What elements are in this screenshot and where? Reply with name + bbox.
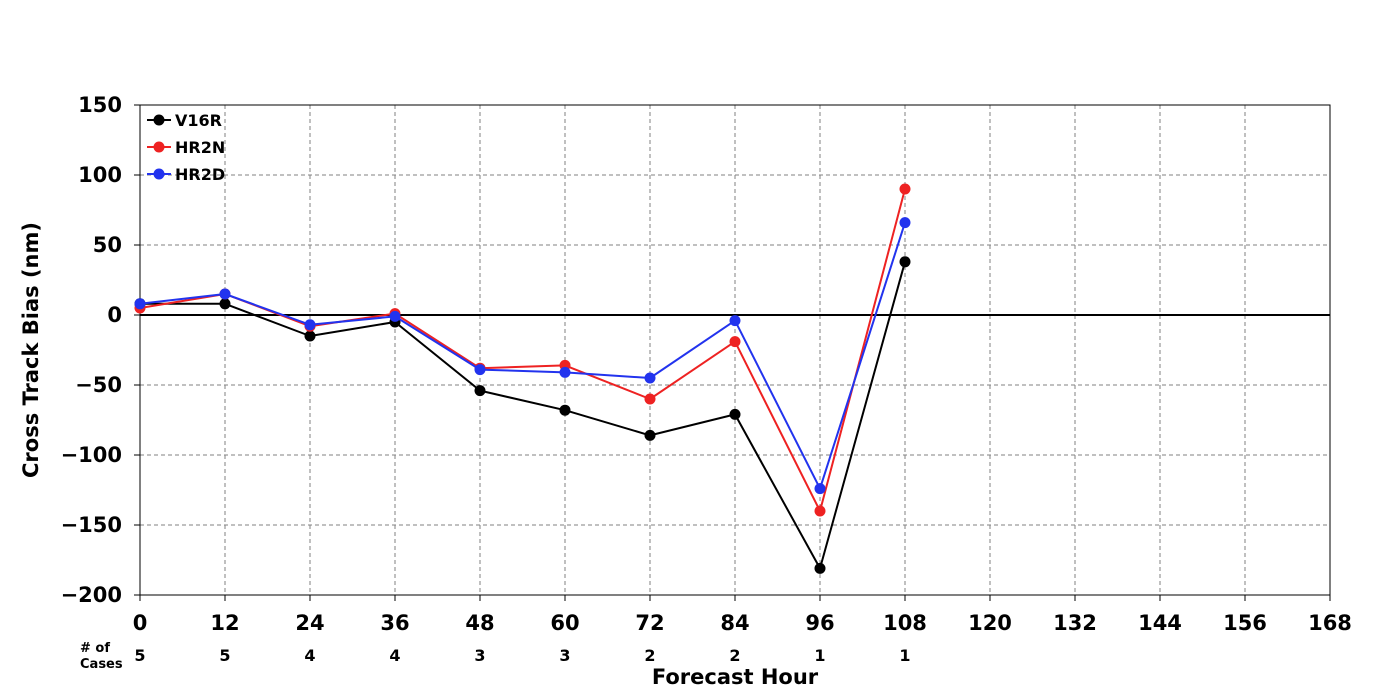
x-tick-label: 24 <box>295 611 324 635</box>
x-tick-label: 84 <box>720 611 749 635</box>
x-tick-label: 132 <box>1053 611 1097 635</box>
cases-header-line2: Cases <box>80 657 123 672</box>
data-point-hr2n <box>814 505 826 517</box>
x-tick-label: 12 <box>210 611 239 635</box>
data-point-hr2d <box>134 298 146 310</box>
x-tick-label: 156 <box>1223 611 1267 635</box>
legend-marker-hr2n <box>153 141 165 153</box>
y-tick-label: −200 <box>61 583 122 607</box>
data-point-hr2d <box>814 483 826 495</box>
x-tick-label: 36 <box>380 611 409 635</box>
y-tick-label: −50 <box>75 373 122 397</box>
data-point-hr2n <box>644 393 656 405</box>
case-count-label: 1 <box>899 646 910 665</box>
x-tick-label: 120 <box>968 611 1012 635</box>
x-tick-label: 0 <box>133 611 148 635</box>
x-tick-label: 168 <box>1308 611 1352 635</box>
data-point-hr2n <box>729 336 741 348</box>
data-point-hr2d <box>559 366 571 378</box>
legend-marker-hr2d <box>153 168 165 180</box>
y-tick-label: 50 <box>93 233 122 257</box>
x-tick-label: 144 <box>1138 611 1182 635</box>
y-tick-label: 0 <box>107 303 122 327</box>
x-tick-label: 60 <box>550 611 579 635</box>
data-point-v16r <box>644 429 656 441</box>
series-line-hr2d <box>139 222 906 490</box>
series-line-v16r <box>140 261 906 570</box>
x-tick-label: 108 <box>883 611 927 635</box>
x-tick-label: 48 <box>465 611 494 635</box>
data-point-v16r <box>219 298 231 310</box>
data-point-hr2n <box>899 183 911 195</box>
case-count-label: 3 <box>474 646 485 665</box>
y-axis-title: Cross Track Bias (nm) <box>19 222 43 478</box>
case-count-label: 2 <box>729 646 740 665</box>
data-point-v16r <box>814 562 826 574</box>
y-tick-label: −100 <box>61 443 122 467</box>
legend-label-v16r: V16R <box>175 111 222 130</box>
case-count-label: 4 <box>304 646 315 665</box>
x-tick-label: 96 <box>805 611 834 635</box>
data-point-v16r <box>304 330 316 342</box>
data-point-hr2d <box>474 364 486 376</box>
data-point-v16r <box>729 408 741 420</box>
x-tick-label: 72 <box>635 611 664 635</box>
case-count-label: 4 <box>389 646 400 665</box>
data-point-hr2d <box>644 372 656 384</box>
data-point-hr2d <box>219 288 231 300</box>
data-point-v16r <box>899 256 911 268</box>
data-point-hr2d <box>899 217 911 229</box>
data-point-hr2d <box>304 319 316 331</box>
case-count-label: 3 <box>559 646 570 665</box>
legend-marker-v16r <box>153 114 165 126</box>
cases-header-line1: # of <box>80 641 110 656</box>
x-axis-title: Forecast Hour <box>652 665 819 689</box>
y-tick-label: −150 <box>61 513 122 537</box>
legend-label-hr2n: HR2N <box>175 138 225 157</box>
case-count-label: 5 <box>219 646 230 665</box>
case-count-label: 2 <box>644 646 655 665</box>
case-count-label: 1 <box>814 646 825 665</box>
y-tick-label: 150 <box>78 93 122 117</box>
data-point-hr2d <box>389 310 401 322</box>
data-point-hr2d <box>729 315 741 327</box>
data-point-v16r <box>474 385 486 397</box>
legend-label-hr2d: HR2D <box>175 165 225 184</box>
data-point-v16r <box>559 404 571 416</box>
y-tick-label: 100 <box>78 163 122 187</box>
case-count-label: 5 <box>134 646 145 665</box>
